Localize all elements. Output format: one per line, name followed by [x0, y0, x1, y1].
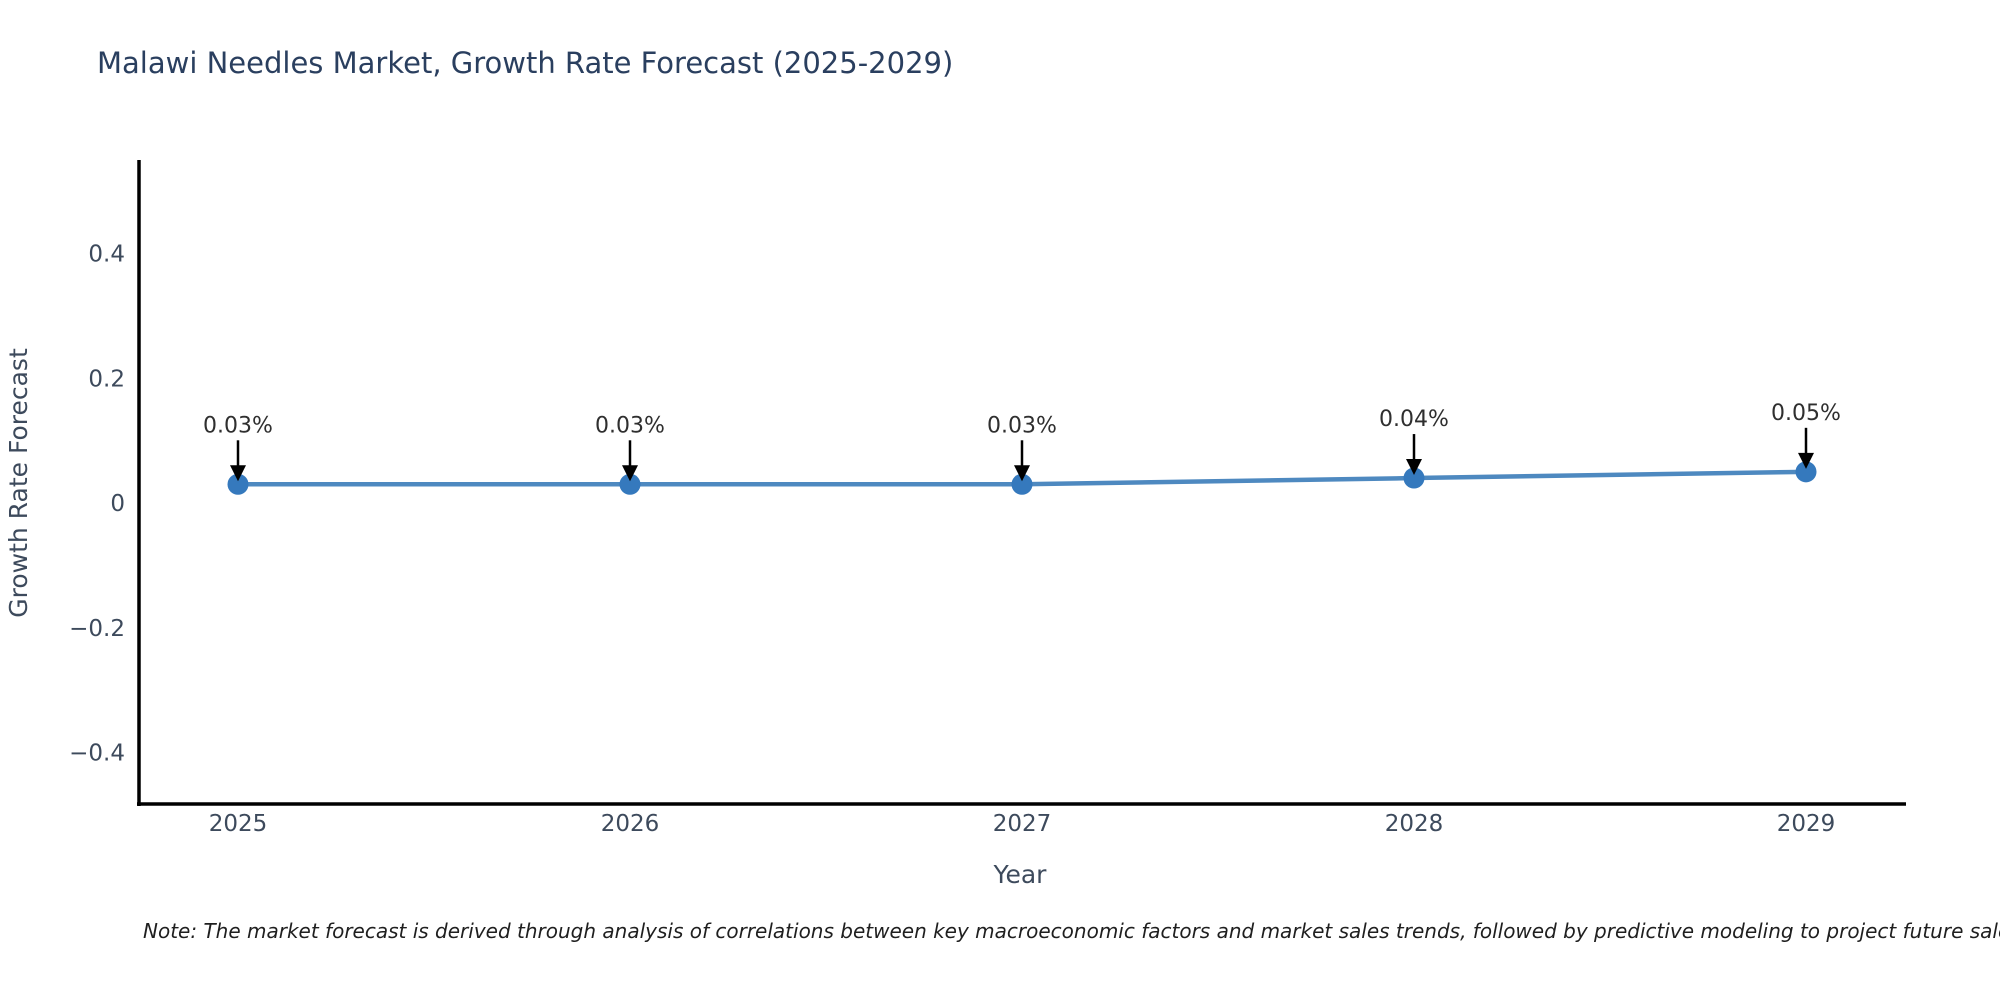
annotation-arrow-head [1406, 459, 1422, 476]
y-tick-label: 0.2 [88, 366, 125, 392]
annotation-arrow-head [1014, 465, 1030, 482]
annotation-arrow-head [622, 465, 638, 482]
y-tick-label: −0.4 [69, 740, 125, 766]
data-point-label: 0.04% [1379, 407, 1449, 432]
data-point-label: 0.05% [1771, 401, 1841, 426]
x-tick-label: 2025 [209, 811, 268, 837]
chart-title: Malawi Needles Market, Growth Rate Forec… [97, 46, 954, 80]
annotation-arrow-head [1798, 452, 1814, 469]
data-point-label: 0.03% [595, 413, 665, 438]
x-axis-title: Year [993, 860, 1048, 889]
x-tick-label: 2027 [993, 811, 1052, 837]
y-tick-label: 0.4 [88, 242, 125, 268]
x-tick-label: 2026 [601, 811, 660, 837]
data-point-marker [1011, 473, 1033, 495]
data-point-marker [1795, 461, 1817, 483]
data-point-marker [227, 473, 249, 495]
data-point-marker [1403, 467, 1425, 489]
data-point-label: 0.03% [203, 413, 273, 438]
y-axis-title: Growth Rate Forecast [4, 348, 33, 618]
y-tick-label: −0.2 [69, 616, 125, 642]
x-tick-label: 2028 [1385, 811, 1444, 837]
annotation-arrow-head [230, 465, 246, 482]
chart-note: Note: The market forecast is derived thr… [143, 919, 2000, 943]
data-point-label: 0.03% [987, 413, 1057, 438]
x-tick-label: 2029 [1777, 811, 1836, 837]
data-point-marker [619, 473, 641, 495]
y-tick-label: 0 [110, 491, 125, 517]
